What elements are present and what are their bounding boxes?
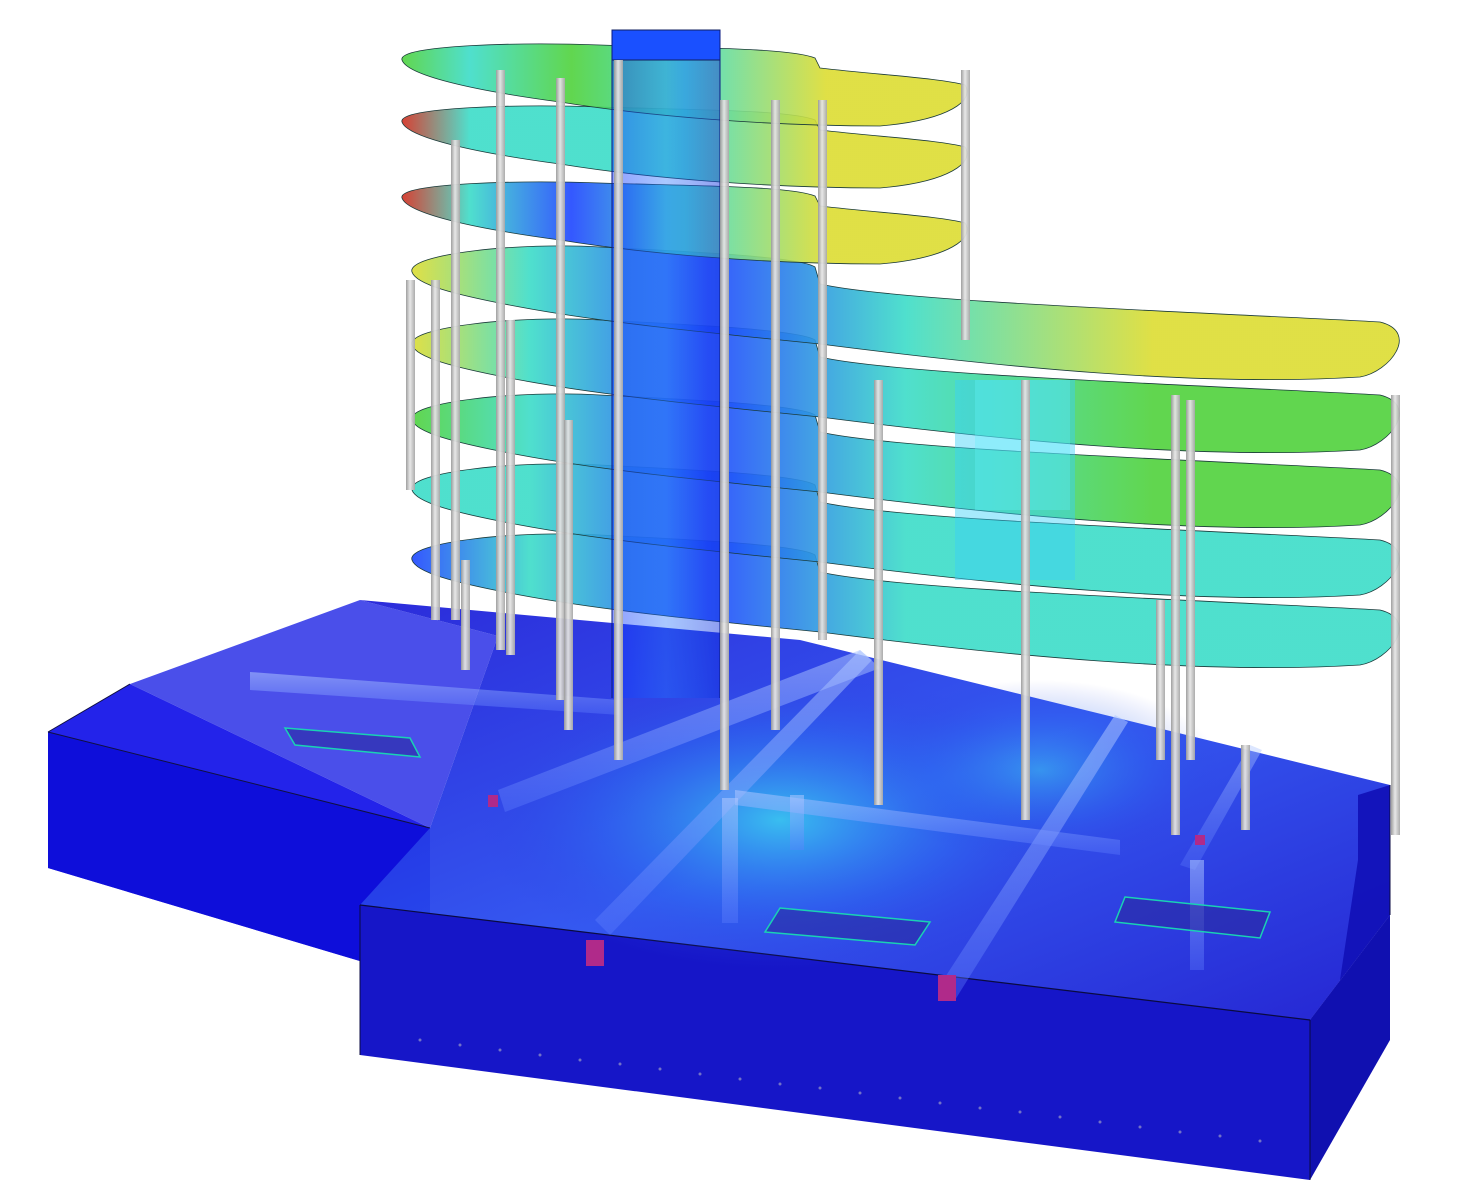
basement-beams: [250, 650, 1262, 1000]
column-13: [874, 380, 883, 805]
column-bases: [488, 795, 1205, 1001]
column-16: [1171, 395, 1180, 835]
opening-3: [1113, 896, 1272, 939]
left-wing-top: [130, 600, 498, 828]
column-19: [1156, 600, 1165, 760]
column-17: [1186, 400, 1195, 760]
column-11: [506, 320, 515, 655]
column-3: [614, 60, 623, 760]
columns: [406, 60, 1400, 835]
column-2: [556, 78, 565, 700]
opening-2: [763, 907, 932, 946]
column-7: [451, 140, 460, 620]
column-10: [461, 560, 470, 670]
column-18: [1391, 395, 1400, 835]
left-wing-front: [48, 732, 430, 982]
column-4: [720, 100, 729, 790]
column-15: [1021, 380, 1030, 820]
right-core: [955, 380, 1075, 580]
column-6: [818, 100, 827, 640]
basement-front-face: [360, 905, 1310, 1180]
column-20: [1241, 745, 1250, 830]
opening-1: [283, 727, 422, 758]
core-wall: [611, 29, 721, 698]
column-9: [406, 280, 415, 490]
slab-openings: [283, 727, 1272, 946]
column-14: [961, 70, 970, 340]
column-5: [771, 100, 780, 730]
floor-slabs: [401, 43, 1400, 669]
column-12: [564, 420, 573, 730]
column-1: [496, 70, 505, 650]
column-8: [431, 280, 440, 620]
basement-right-face: [1310, 785, 1390, 1180]
